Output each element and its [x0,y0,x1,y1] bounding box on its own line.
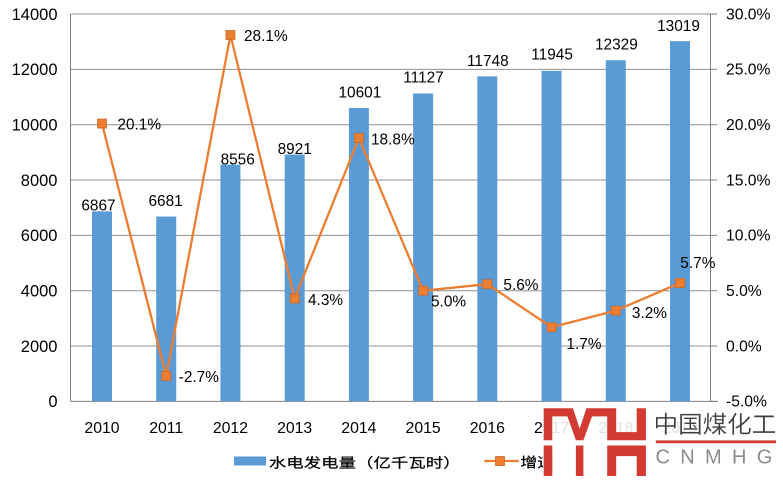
svg-text:10601: 10601 [338,85,381,102]
svg-text:11748: 11748 [467,53,509,70]
svg-text:4000: 4000 [21,283,58,301]
svg-text:14000: 14000 [12,6,58,24]
svg-text:-5.0%: -5.0% [726,394,767,411]
svg-text:6681: 6681 [148,193,182,210]
svg-text:2016: 2016 [470,420,505,437]
svg-text:15.0%: 15.0% [726,172,771,189]
svg-text:2000: 2000 [21,338,58,356]
svg-text:30.0%: 30.0% [726,6,771,23]
svg-text:20.1%: 20.1% [117,117,161,134]
svg-text:6000: 6000 [21,227,58,245]
svg-text:CNMHG: CNMHG [656,447,783,469]
svg-text:8556: 8556 [221,152,255,169]
svg-text:12000: 12000 [12,61,58,79]
svg-text:2011: 2011 [149,420,183,437]
svg-text:25.0%: 25.0% [726,62,771,79]
svg-text:8921: 8921 [278,141,312,158]
svg-text:6867: 6867 [81,197,115,214]
svg-text:3.2%: 3.2% [632,305,667,322]
svg-text:2014: 2014 [341,420,376,437]
svg-text:11127: 11127 [403,70,444,87]
svg-text:28.1%: 28.1% [244,28,288,45]
svg-text:8000: 8000 [21,172,58,190]
svg-text:5.6%: 5.6% [503,277,538,294]
svg-text:0.0%: 0.0% [726,338,762,355]
svg-text:11945: 11945 [531,46,573,63]
svg-text:-2.7%: -2.7% [179,369,220,386]
svg-text:4.3%: 4.3% [308,292,343,309]
svg-text:18.8%: 18.8% [371,132,415,149]
svg-text:5.0%: 5.0% [431,294,466,311]
svg-text:2012: 2012 [213,420,248,437]
svg-text:5.7%: 5.7% [680,255,715,272]
svg-text:2015: 2015 [406,420,441,437]
svg-text:0: 0 [48,393,57,411]
svg-text:5.0%: 5.0% [726,283,762,300]
svg-text:10.0%: 10.0% [726,228,771,245]
svg-text:1.7%: 1.7% [566,336,601,353]
svg-text:2013: 2013 [277,420,312,437]
svg-text:10000: 10000 [12,116,58,134]
svg-text:2010: 2010 [84,420,119,437]
svg-text:12329: 12329 [595,37,638,54]
svg-text:13019: 13019 [657,18,700,35]
svg-text:20.0%: 20.0% [726,117,771,134]
